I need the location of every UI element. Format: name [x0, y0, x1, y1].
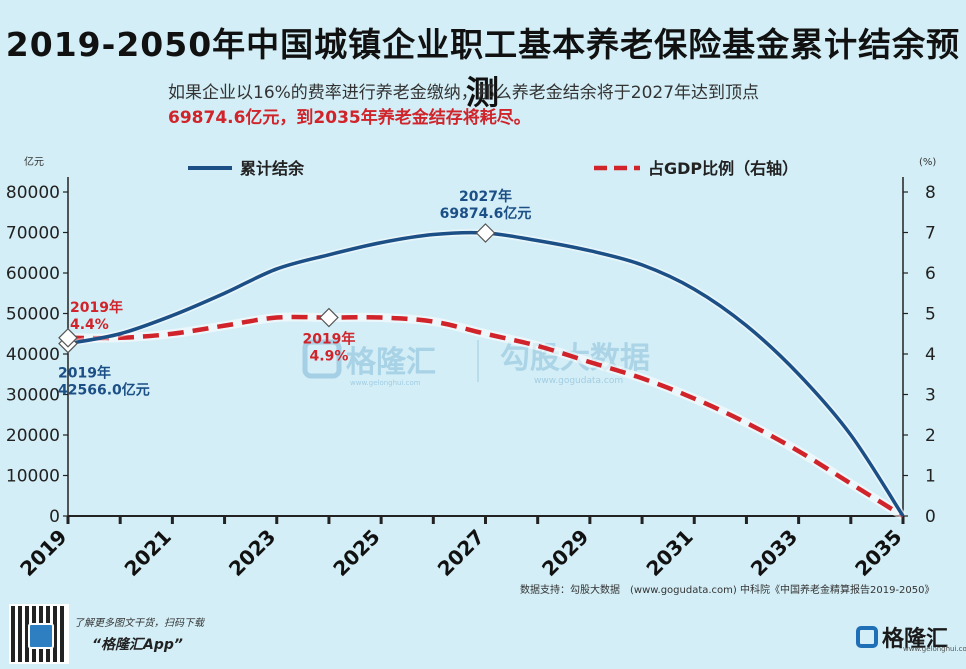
gdp-ratio-line [67, 314, 905, 518]
x-axis-tick-label: 2031 [641, 525, 697, 581]
brand-logo: 格隆汇 [856, 621, 948, 653]
right-axis-tick-label: 3 [925, 386, 936, 406]
left-axis-tick-label: 10000 [6, 467, 60, 487]
left-axis-tick-label: 0 [49, 507, 60, 527]
brand-url: www.gelonghui.com [903, 645, 966, 653]
watermark-data-url: www.gogudata.com [534, 376, 623, 386]
annotation-label-value: 4.4% [70, 317, 109, 333]
x-axis-tick-label: 2035 [850, 525, 906, 581]
right-axis-tick-label: 1 [925, 467, 936, 487]
right-axis-tick-label: 8 [925, 183, 936, 203]
chart-subtitle-line2: 69874.6亿元，到2035年养老金结存将耗尽。 [168, 108, 531, 128]
qr-code-icon [9, 604, 69, 664]
annotation-label-value: 4.9% [310, 349, 349, 365]
right-axis-tick-label: 7 [925, 224, 936, 244]
watermark-logo-icon [302, 339, 342, 379]
annotation-label-year: 2019年 [58, 365, 111, 382]
annotation-marker [58, 327, 78, 348]
annotation-label-year: 2027年 [459, 188, 512, 205]
left-axis-tick-label: 20000 [6, 426, 60, 446]
right-axis-tick-label: 0 [925, 507, 936, 527]
annotation-label-value: 42566.0亿元 [58, 382, 150, 399]
right-axis-tick-label: 2 [925, 426, 936, 446]
chart-subtitle-line1: 如果企业以16%的费率进行养老金缴纳，那么养老金结余将于2027年达到顶点 [168, 83, 760, 103]
x-axis-tick-label: 2023 [224, 525, 280, 581]
left-axis-tick-label: 80000 [6, 183, 60, 203]
accumulated-balance-line-glow [67, 229, 906, 518]
app-promo-name: “格隆汇App” [92, 637, 183, 653]
data-source: 数据支持：勾股大数据 (www.gogudata.com) 中科院《中国养老金精… [520, 585, 935, 596]
annotation-label-value: 69874.6亿元 [440, 205, 532, 222]
left-axis-tick-label: 30000 [6, 386, 60, 406]
x-axis-tick-label: 2033 [746, 525, 802, 581]
right-axis-unit: (%) [919, 157, 936, 168]
brand-mark-icon [856, 626, 878, 648]
accumulated-balance-line [67, 230, 905, 517]
legend-gdp-label: 占GDP比例（右轴） [648, 159, 798, 178]
chart-title: 2019-2050年中国城镇企业职工基本养老保险基金累计结余预测 [5, 25, 961, 112]
x-axis-tick-label: 2025 [328, 525, 384, 581]
annotation-label-year: 2019年 [70, 299, 123, 316]
left-axis-tick-label: 40000 [6, 345, 60, 365]
left-axis-unit: 亿元 [24, 155, 44, 168]
right-axis-tick-label: 4 [925, 345, 936, 365]
left-axis-tick-label: 60000 [6, 264, 60, 284]
left-axis-tick-label: 50000 [6, 305, 60, 325]
brand-name: 格隆汇 [882, 627, 949, 652]
legend-accumulated-label: 累计结余 [240, 159, 305, 178]
annotation-marker [319, 307, 339, 328]
x-axis-tick-label: 2021 [120, 525, 176, 581]
watermark-brand-url: www.gelonghui.com [350, 379, 421, 387]
annotation-marker [475, 223, 496, 243]
x-axis-tick-label: 2019 [15, 525, 71, 581]
gdp-ratio-line-glow [67, 312, 906, 520]
app-promo-text: 了解更多图文干货，扫码下载 [74, 618, 204, 629]
watermark-brand: 格隆汇 [346, 345, 436, 380]
x-axis-tick-label: 2027 [433, 525, 489, 581]
annotation-label-year: 2019年 [302, 331, 355, 348]
right-axis-tick-label: 6 [925, 264, 936, 284]
x-axis-tick-label: 2029 [537, 525, 593, 581]
left-axis-tick-label: 70000 [6, 224, 60, 244]
right-axis-tick-label: 5 [925, 305, 936, 325]
